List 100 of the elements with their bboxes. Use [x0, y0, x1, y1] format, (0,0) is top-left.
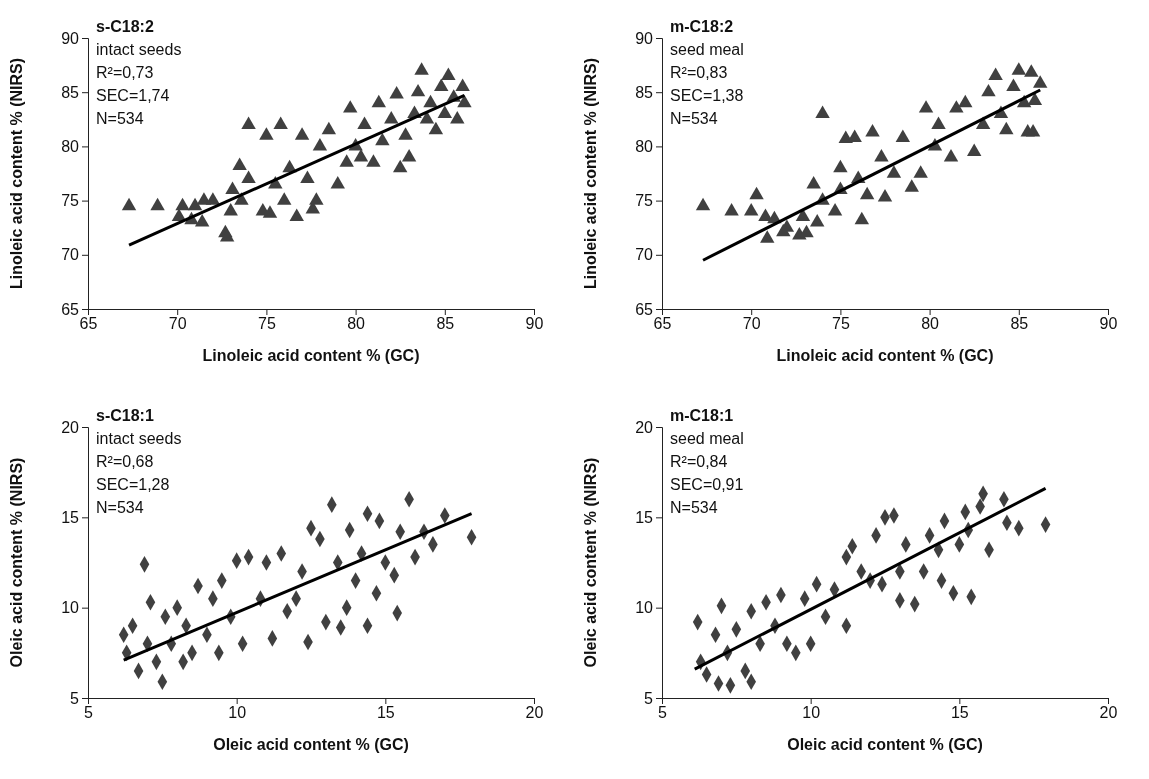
point — [357, 116, 372, 129]
x-tick-label: 80 — [347, 315, 366, 333]
y-tick-label: 65 — [61, 300, 80, 318]
point — [918, 100, 934, 113]
x-tick-label: 20 — [1099, 704, 1118, 722]
point — [205, 192, 221, 205]
point — [760, 230, 775, 243]
y-axis-title: Linoleic acid content % (NIRS) — [8, 57, 25, 290]
point — [749, 186, 764, 200]
x-tick-label: 90 — [525, 315, 544, 333]
chart-title: s-C18:2 — [96, 18, 154, 35]
annotation: SEC=1,38 — [670, 87, 744, 104]
point — [353, 148, 369, 162]
point — [859, 186, 875, 200]
x-tick-label: 15 — [376, 704, 395, 722]
x-tick-label: 20 — [525, 704, 544, 722]
point — [877, 189, 893, 202]
point — [886, 165, 902, 178]
point — [810, 213, 825, 227]
point — [999, 121, 1014, 135]
point — [389, 86, 404, 99]
y-tick-label: 80 — [61, 138, 80, 156]
annotation: SEC=0,91 — [670, 476, 744, 493]
point — [904, 179, 919, 192]
x-tick-label: 10 — [228, 704, 247, 722]
point — [339, 154, 354, 167]
y-tick-label: 10 — [61, 599, 80, 617]
y-tick-label: 75 — [635, 192, 654, 210]
point — [330, 176, 345, 189]
x-tick-label: 65 — [79, 315, 98, 333]
point — [175, 197, 190, 211]
y-tick-label: 5 — [70, 689, 80, 707]
x-tick-label: 15 — [950, 704, 969, 722]
point — [958, 94, 973, 108]
chart-title: s-C18:1 — [96, 407, 154, 424]
y-tick-label: 70 — [61, 246, 80, 264]
y-tick-label: 80 — [635, 138, 654, 156]
point — [943, 148, 959, 162]
point — [366, 154, 381, 167]
annotation: seed meal — [670, 41, 744, 58]
annotation: R²=0,84 — [670, 453, 728, 470]
annotation: SEC=1,28 — [96, 476, 170, 493]
x-tick-label: 10 — [802, 704, 821, 722]
y-axis-title: Linoleic acid content % (NIRS) — [582, 57, 599, 290]
annotation: intact seeds — [96, 430, 182, 447]
point — [1025, 123, 1041, 137]
y-tick-label: 15 — [635, 508, 654, 526]
point — [392, 159, 408, 173]
x-tick-label: 85 — [1010, 315, 1029, 333]
x-axis-title: Oleic acid content % (GC) — [787, 736, 983, 753]
point — [441, 67, 456, 81]
point — [259, 127, 274, 140]
point — [931, 116, 946, 129]
point — [695, 197, 711, 211]
annotation: N=534 — [670, 499, 718, 516]
y-tick-label: 70 — [635, 246, 654, 264]
point — [455, 78, 470, 91]
chart-title: m-C18:2 — [670, 18, 734, 35]
annotation: intact seeds — [96, 41, 182, 58]
y-tick-label: 20 — [635, 418, 654, 436]
annotation: R²=0,83 — [670, 64, 728, 81]
point — [232, 157, 247, 171]
point — [981, 83, 996, 97]
point — [273, 116, 288, 129]
y-axis-title: Oleic acid content % (NIRS) — [582, 457, 599, 668]
x-tick-label: 90 — [1099, 315, 1118, 333]
chart-title: m-C18:1 — [670, 407, 734, 424]
annotation: N=534 — [96, 499, 144, 516]
y-tick-label: 20 — [61, 418, 80, 436]
x-axis-title: Oleic acid content % (GC) — [213, 736, 409, 753]
point — [874, 148, 889, 162]
point — [410, 83, 426, 97]
point — [375, 132, 390, 146]
point — [294, 127, 310, 140]
point — [1024, 64, 1039, 77]
point — [277, 192, 292, 205]
point — [724, 203, 739, 216]
x-axis-title: Linoleic acid content % (GC) — [202, 347, 420, 364]
x-tick-label: 65 — [653, 315, 672, 333]
point — [1033, 75, 1048, 88]
point — [371, 94, 386, 108]
point — [1027, 92, 1043, 106]
point — [457, 94, 472, 108]
point — [913, 165, 928, 178]
x-tick-label: 70 — [168, 315, 187, 333]
point — [806, 176, 821, 189]
point — [854, 211, 870, 225]
y-tick-label: 85 — [61, 83, 80, 101]
point — [423, 94, 438, 108]
point — [194, 213, 210, 227]
point — [262, 205, 278, 218]
x-tick-label: 70 — [742, 315, 761, 333]
y-tick-label: 85 — [635, 83, 654, 101]
y-tick-label: 65 — [635, 300, 654, 318]
point — [437, 105, 453, 119]
x-tick-label: 75 — [258, 315, 276, 333]
y-tick-label: 75 — [61, 192, 80, 210]
point — [398, 127, 413, 140]
point — [827, 203, 843, 216]
point — [743, 203, 759, 216]
